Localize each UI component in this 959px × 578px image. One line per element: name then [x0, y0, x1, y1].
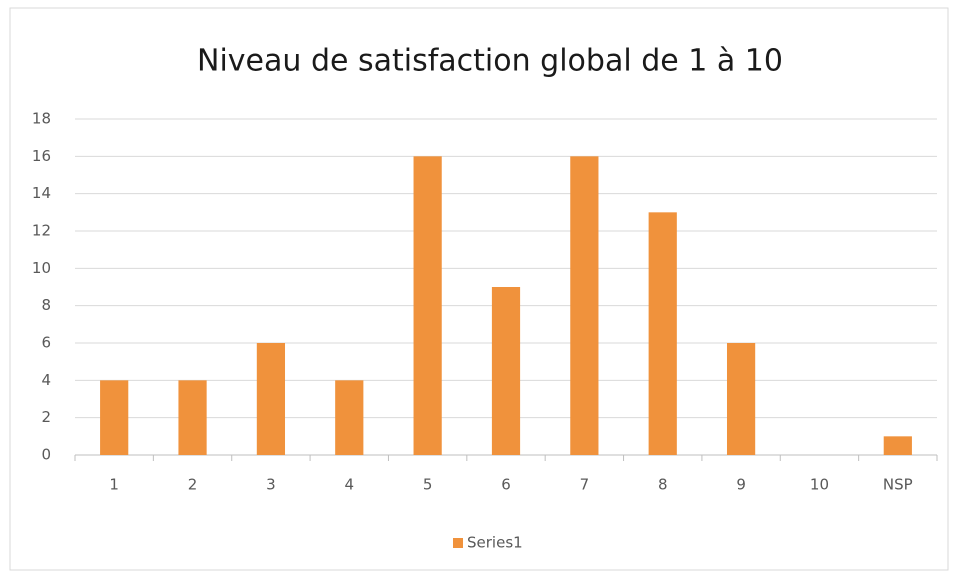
x-tick-label: 9 [736, 476, 746, 494]
y-tick-label: 14 [32, 184, 51, 202]
bar [570, 156, 599, 456]
bar [648, 212, 677, 455]
x-tick-label: 5 [423, 476, 433, 494]
y-tick-label: 6 [41, 334, 51, 352]
x-tick-label: 2 [188, 476, 198, 494]
x-tick-label: 7 [580, 476, 590, 494]
x-tick-label: 1 [109, 476, 119, 494]
bar [726, 343, 756, 455]
bar [883, 436, 912, 455]
y-tick-label: 4 [41, 371, 51, 389]
y-tick-label: 10 [32, 259, 51, 277]
y-tick-label: 0 [41, 446, 51, 464]
x-tick-label: 10 [810, 476, 829, 494]
y-tick-label: 2 [41, 408, 51, 426]
chart-title: Niveau de satisfaction global de 1 à 10 [197, 44, 783, 79]
bar [335, 380, 364, 455]
bar [178, 380, 207, 455]
x-tick-label: 3 [266, 476, 276, 494]
legend-label: Series1 [467, 534, 523, 552]
x-tick-label: NSP [883, 476, 913, 494]
x-tick-label: 8 [658, 476, 668, 494]
bar [256, 343, 286, 455]
x-tick-label: 6 [501, 476, 511, 494]
chart-border [9, 7, 949, 571]
bar [100, 380, 129, 455]
x-tick-label: 4 [344, 476, 354, 494]
y-tick-label: 12 [32, 222, 51, 240]
y-tick-label: 16 [32, 147, 51, 165]
y-tick-label: 8 [41, 296, 51, 314]
legend-swatch [453, 538, 463, 548]
y-tick-label: 18 [32, 110, 51, 128]
bar [413, 156, 442, 456]
bar [491, 287, 521, 455]
